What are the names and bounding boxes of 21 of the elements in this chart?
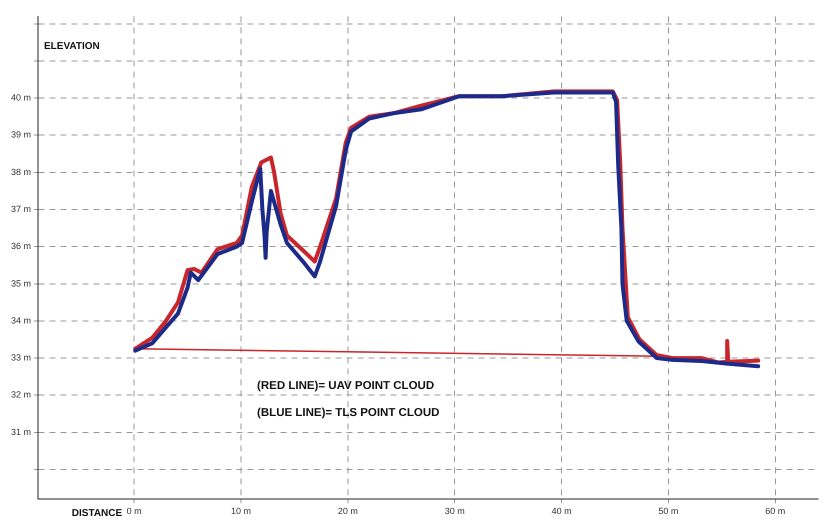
y-tick-label: 33 m: [10, 352, 32, 363]
y-tick-label: 38 m: [10, 166, 32, 177]
x-tick-label: 20 m: [338, 506, 358, 516]
y-tick-label: 36 m: [10, 241, 32, 252]
x-tick-label: 30 m: [444, 506, 465, 516]
y-axis-title: ELEVATION: [44, 40, 100, 52]
y-tick-label: 35 m: [10, 278, 32, 288]
annotation: (RED LINE)= UAV POINT CLOUD: [257, 380, 434, 392]
x-tick-label: 10 m: [231, 506, 252, 516]
y-tick-label: 37 m: [10, 204, 32, 214]
y-tick-label: 31 m: [10, 426, 32, 437]
annotation: (BLUE LINE)= TLS POINT CLOUD: [257, 407, 440, 420]
x-tick-label: 0 m: [126, 506, 142, 516]
x-axis-title: DISTANCE: [72, 508, 122, 519]
x-tick-label: 60 m: [765, 506, 786, 516]
y-tick-label: 39 m: [10, 130, 32, 140]
y-tick-label: 34 m: [10, 315, 32, 326]
x-tick-label: 40 m: [552, 506, 572, 516]
y-tick-label: 32 m: [10, 390, 32, 400]
x-tick-label: 50 m: [658, 506, 678, 516]
y-tick-label: 40 m: [10, 92, 32, 103]
